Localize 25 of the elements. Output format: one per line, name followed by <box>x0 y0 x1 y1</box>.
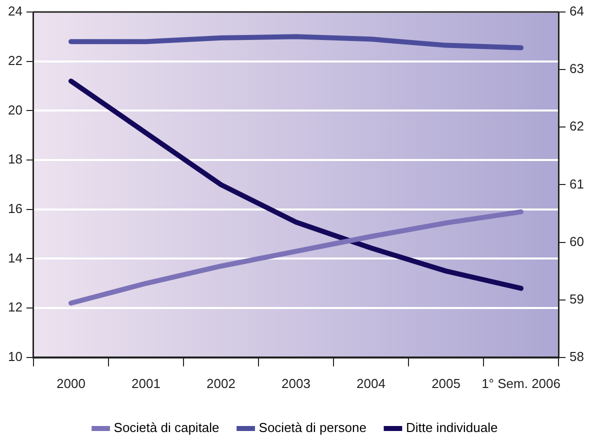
y-tick-label: 22 <box>8 52 22 68</box>
legend-label: Società di persone <box>258 420 366 436</box>
y2-tick-label: 58 <box>570 348 584 364</box>
x-tick-label: 2005 <box>432 376 460 391</box>
y-tick-label: 14 <box>8 250 22 266</box>
y2-tick-label: 63 <box>570 61 584 76</box>
legend-label: Società di capitale <box>114 420 220 436</box>
y2-tick-label: 60 <box>570 234 584 249</box>
y-tick-label: 12 <box>8 300 22 315</box>
y-tick-label: 24 <box>8 4 22 19</box>
x-tick-label: 2003 <box>282 376 310 391</box>
y-tick-label: 10 <box>8 348 22 364</box>
y2-tick-label: 61 <box>570 176 584 192</box>
legend-label: Ditte individuale <box>406 420 498 436</box>
y-tick-label: 16 <box>8 200 22 216</box>
x-tick-label: 2001 <box>132 376 160 391</box>
x-tick-label: 2000 <box>56 376 86 391</box>
x-tick-label: 2004 <box>356 376 386 391</box>
y2-tick-label: 59 <box>570 291 584 306</box>
y2-tick-label: 62 <box>570 118 584 134</box>
y-tick-label: 20 <box>8 102 22 118</box>
y2-tick-label: 64 <box>570 4 584 19</box>
x-tick-label: 1° Sem. 2006 <box>482 376 560 391</box>
x-tick-label: 2002 <box>206 376 236 391</box>
y-tick-label: 18 <box>8 152 22 167</box>
